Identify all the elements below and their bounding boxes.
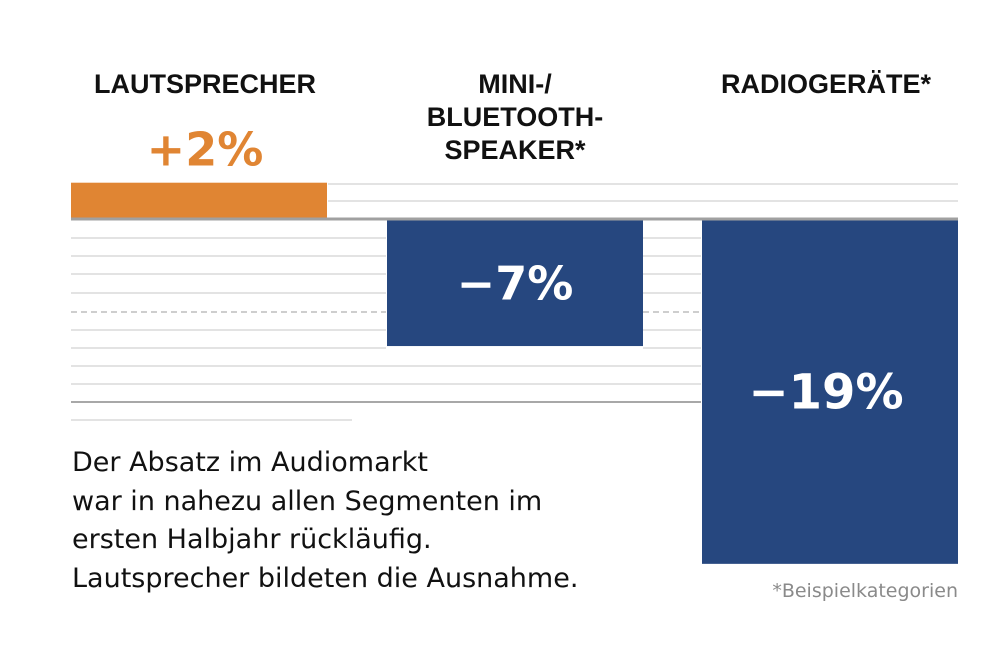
category-label-2: SPEAKER* xyxy=(444,135,586,165)
footnote: *Beispielkategorien xyxy=(772,580,958,602)
category-label-2: BLUETOOTH- xyxy=(427,102,604,132)
bar-2 xyxy=(387,219,643,347)
chart-description: Der Absatz im Audiomarkt war in nahezu a… xyxy=(72,444,672,598)
description-line-2: war in nahezu allen Segmenten im xyxy=(72,485,543,517)
category-label-2: MINI-/ xyxy=(478,69,552,99)
bar-3 xyxy=(702,219,958,564)
description-line-4: Lautsprecher bildeten die Ausnahme. xyxy=(72,562,579,594)
category-label-3: RADIOGERÄTE* xyxy=(721,69,932,99)
value-label-3: −19% xyxy=(748,364,903,420)
value-label-2: −7% xyxy=(457,257,574,311)
description-line-3: ersten Halbjahr rückläufig. xyxy=(72,524,432,555)
bar-1 xyxy=(71,182,327,219)
category-label-1: LAUTSPRECHER xyxy=(94,69,316,99)
description-line-1: Der Absatz im Audiomarkt xyxy=(72,447,428,478)
value-label-1: +2% xyxy=(147,123,264,177)
